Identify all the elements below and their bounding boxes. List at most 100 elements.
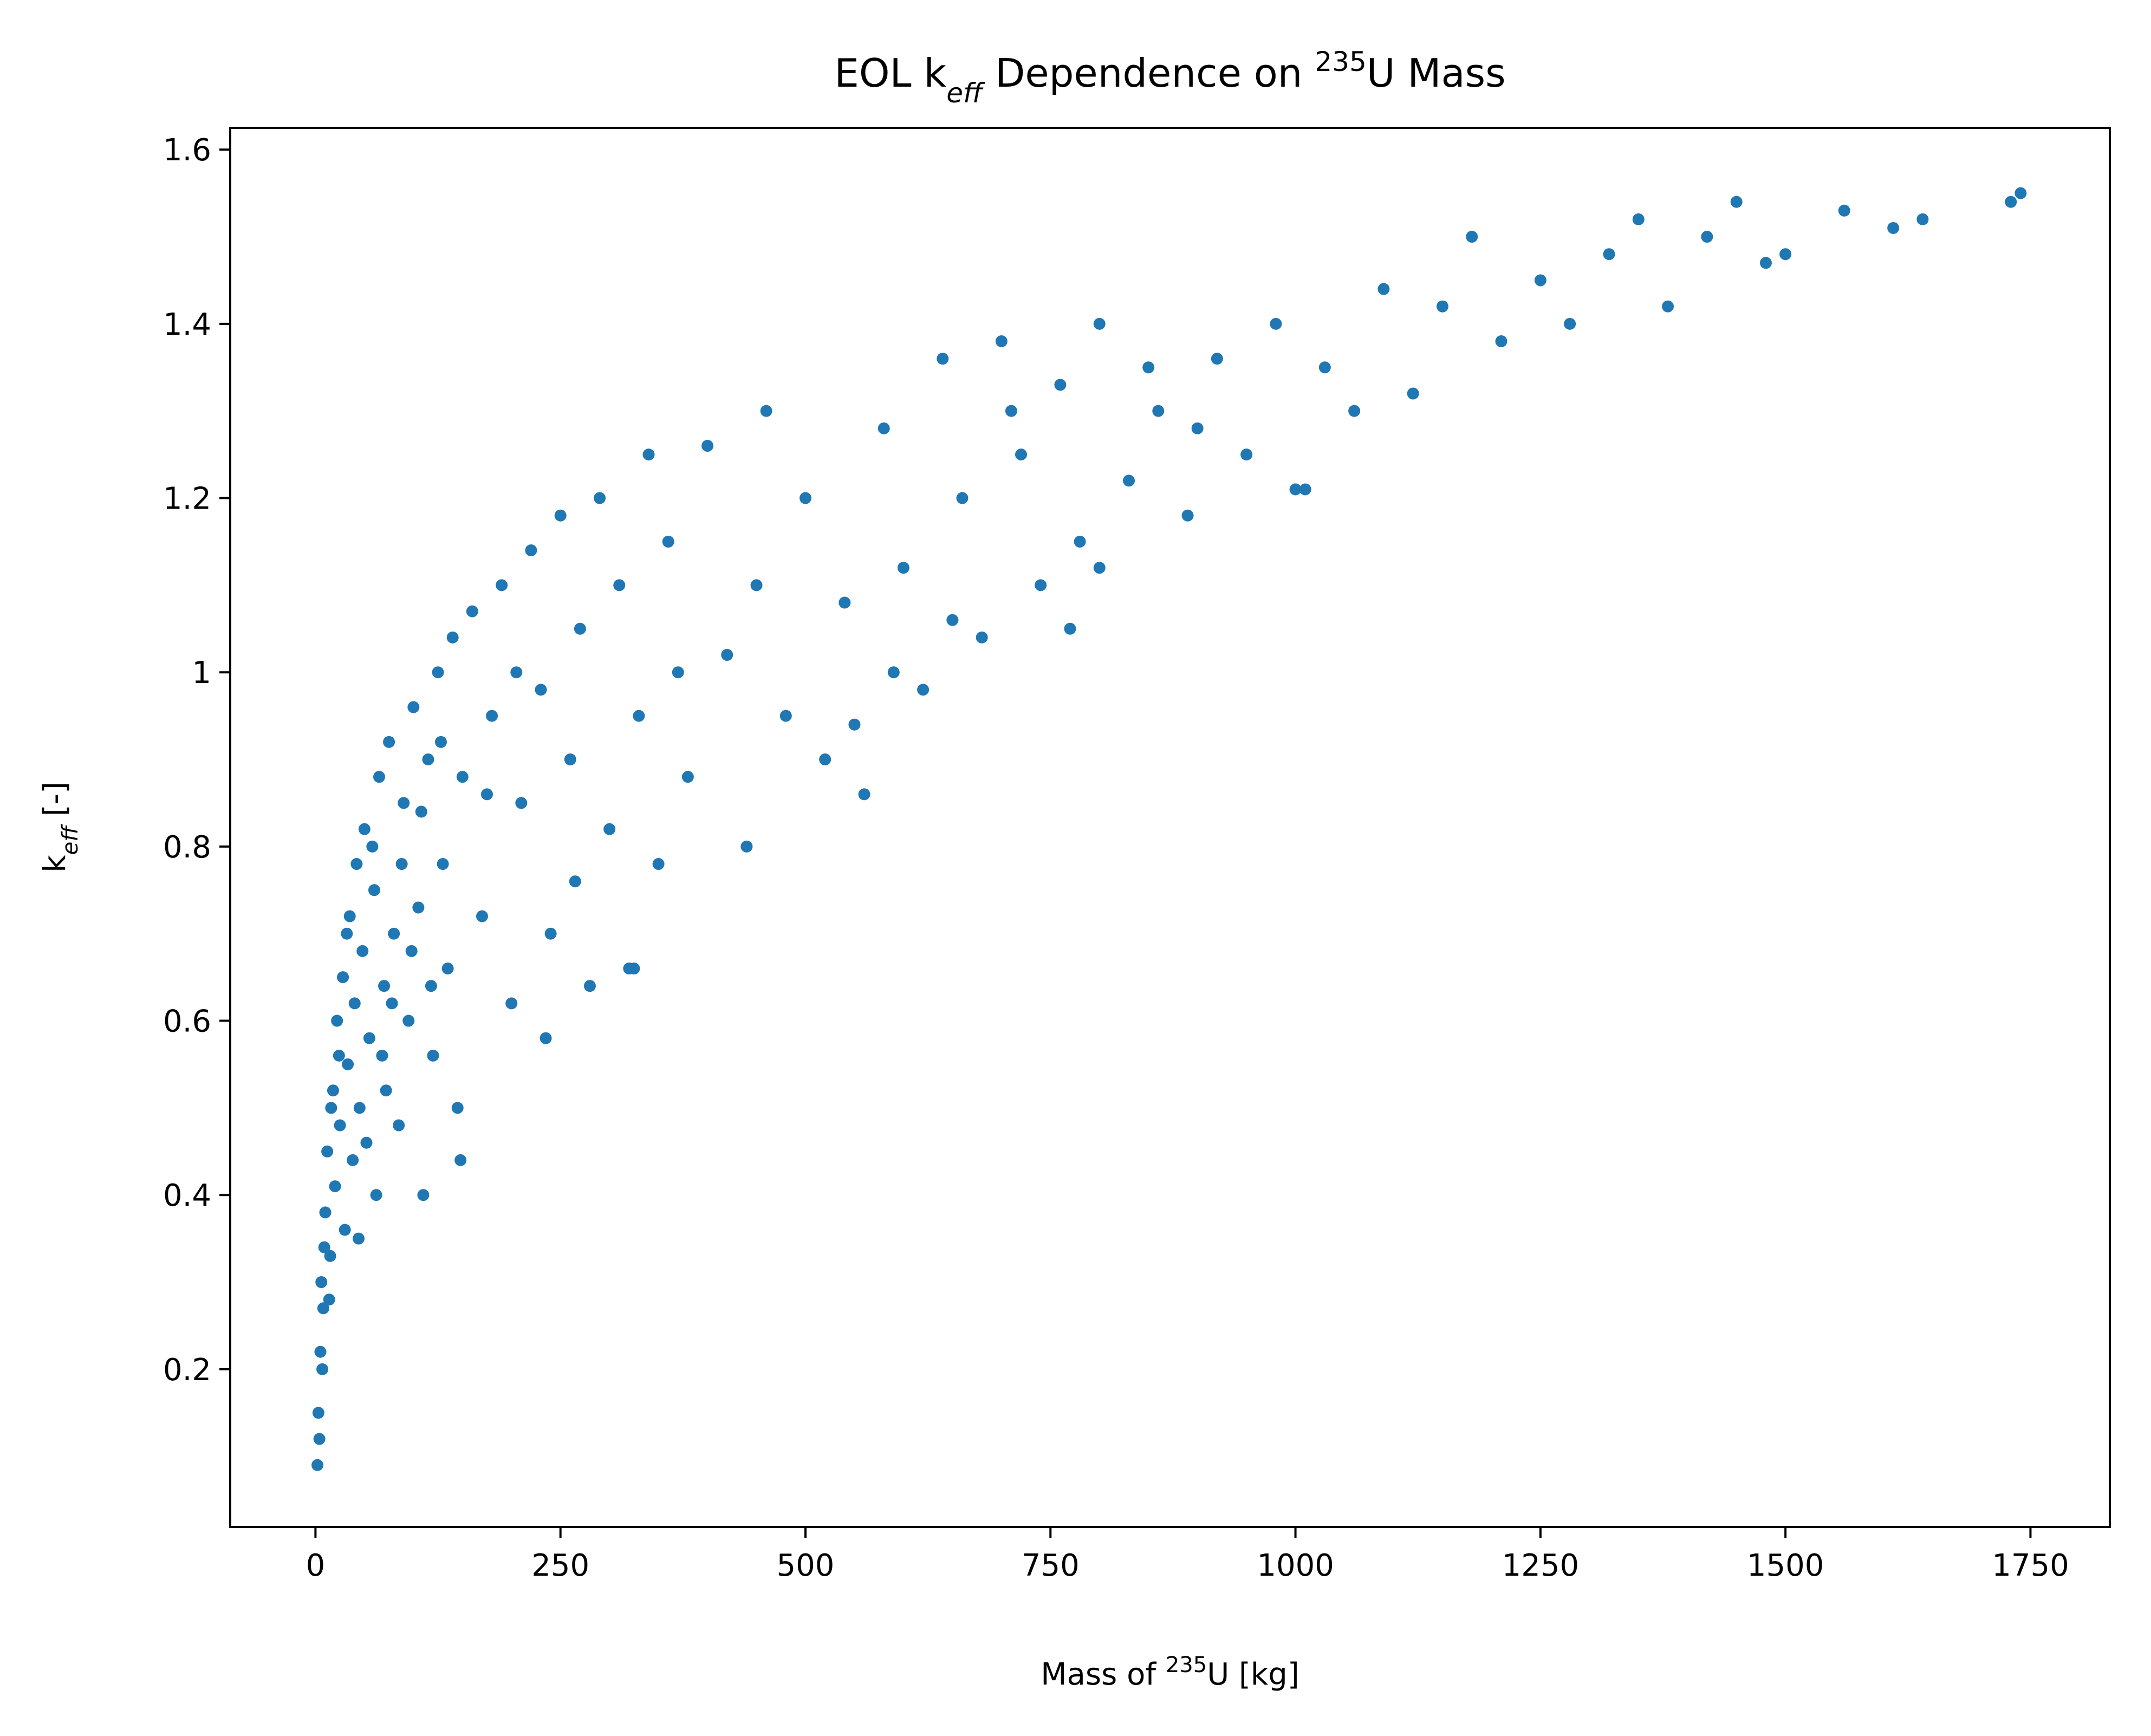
point xyxy=(1152,405,1165,417)
point xyxy=(672,666,684,679)
y-tick-label: 1.2 xyxy=(163,482,211,517)
point xyxy=(456,771,469,783)
point xyxy=(356,945,369,957)
point xyxy=(701,440,714,452)
point xyxy=(363,1032,375,1044)
point xyxy=(760,405,772,417)
point xyxy=(1142,361,1155,374)
point xyxy=(318,1241,330,1253)
point xyxy=(481,788,493,801)
point xyxy=(1270,317,1282,330)
x-axis-label: Mass of 235U [kg] xyxy=(1041,1653,1299,1692)
point xyxy=(515,797,528,809)
point xyxy=(1299,483,1311,496)
point xyxy=(432,666,444,679)
point xyxy=(525,544,537,557)
point xyxy=(388,927,400,940)
point xyxy=(425,980,437,992)
point xyxy=(564,753,576,766)
point xyxy=(1348,405,1361,417)
point xyxy=(383,736,395,748)
point xyxy=(1211,353,1223,365)
point xyxy=(343,910,356,922)
point xyxy=(750,579,763,591)
point xyxy=(897,562,909,574)
point xyxy=(613,579,626,591)
point xyxy=(1191,422,1204,434)
chart-title: EOL keff Dependence on 235U Mass xyxy=(834,46,1505,109)
point xyxy=(544,927,557,940)
y-tick-label: 1 xyxy=(192,655,211,691)
point xyxy=(594,492,606,504)
point xyxy=(1466,231,1478,243)
point xyxy=(1377,283,1390,295)
point xyxy=(1035,579,1047,591)
point xyxy=(1318,361,1331,374)
point xyxy=(917,684,930,696)
point xyxy=(466,605,478,617)
x-label-part: 235 xyxy=(1166,1653,1207,1678)
point xyxy=(878,422,890,434)
point xyxy=(417,1189,430,1201)
point xyxy=(721,649,733,661)
point xyxy=(454,1154,467,1166)
x-tick-label: 1000 xyxy=(1257,1548,1334,1583)
point xyxy=(574,622,586,635)
point xyxy=(848,718,861,731)
point xyxy=(1015,448,1028,461)
point xyxy=(376,1049,388,1062)
title-part: eff xyxy=(946,77,985,109)
point xyxy=(441,963,454,975)
point xyxy=(333,1049,345,1062)
x-label-part: Mass of xyxy=(1041,1657,1166,1692)
point xyxy=(334,1119,346,1132)
point xyxy=(1240,448,1253,461)
point xyxy=(476,910,488,922)
title-part: EOL k xyxy=(834,50,946,96)
point xyxy=(395,858,408,870)
point xyxy=(976,631,988,643)
point xyxy=(887,666,900,679)
point xyxy=(1564,317,1576,330)
point xyxy=(386,997,398,1010)
point xyxy=(353,1232,365,1245)
point xyxy=(370,1189,382,1201)
point xyxy=(324,1250,336,1262)
x-tick-label: 1250 xyxy=(1502,1548,1580,1583)
point xyxy=(337,971,349,984)
point xyxy=(415,805,427,818)
x-tick-label: 1500 xyxy=(1747,1548,1824,1583)
point xyxy=(505,997,518,1010)
point xyxy=(1054,379,1067,391)
point xyxy=(1123,474,1135,487)
x-tick-label: 500 xyxy=(777,1548,835,1583)
point xyxy=(839,596,851,609)
point xyxy=(554,509,567,522)
point xyxy=(348,997,361,1010)
point xyxy=(642,448,655,461)
point xyxy=(486,710,498,722)
point xyxy=(1730,196,1743,208)
point xyxy=(1916,213,1929,225)
point xyxy=(342,1058,354,1070)
point xyxy=(412,901,425,914)
point xyxy=(368,884,380,896)
point xyxy=(799,492,811,504)
point xyxy=(1887,222,1900,234)
point xyxy=(380,1084,392,1097)
x-tick-label: 750 xyxy=(1022,1548,1080,1583)
point xyxy=(1838,204,1850,217)
y-label-part: [-] xyxy=(37,782,73,826)
title-part: Dependence on xyxy=(983,50,1315,96)
point xyxy=(366,840,379,853)
title-part: 235 xyxy=(1315,46,1366,77)
x-tick-label: 1750 xyxy=(1992,1548,2069,1583)
point xyxy=(393,1119,405,1132)
point xyxy=(652,858,665,870)
point xyxy=(329,1180,341,1193)
point xyxy=(633,710,645,722)
point xyxy=(317,1302,329,1315)
point xyxy=(373,771,385,783)
point xyxy=(1407,387,1419,400)
